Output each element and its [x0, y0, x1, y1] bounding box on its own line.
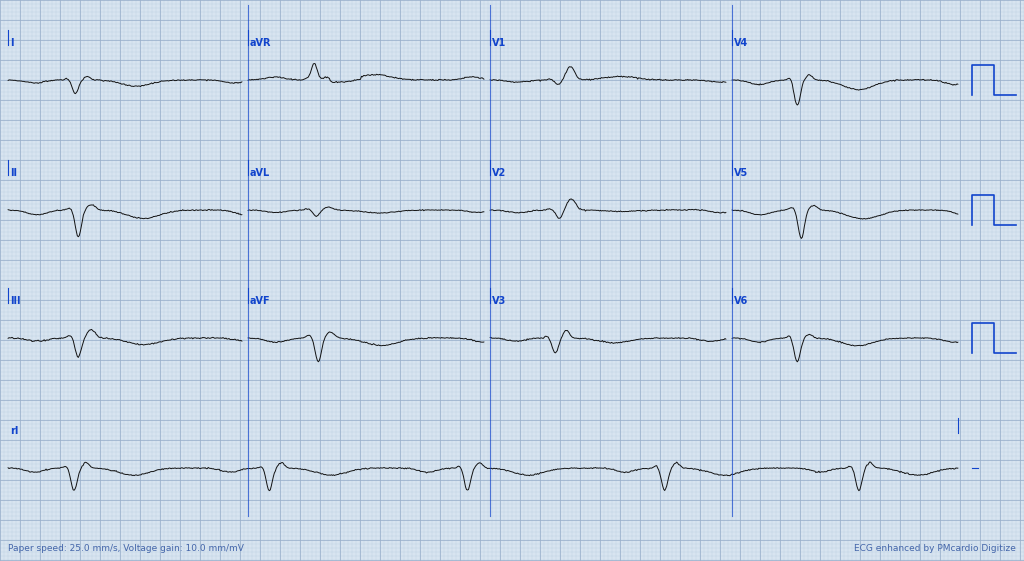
Text: aVR: aVR	[250, 38, 271, 48]
Text: aVL: aVL	[250, 168, 270, 178]
Text: V4: V4	[734, 38, 749, 48]
Text: III: III	[10, 296, 20, 306]
Text: V1: V1	[492, 38, 506, 48]
Text: rI: rI	[10, 426, 18, 436]
Text: V3: V3	[492, 296, 506, 306]
Text: ECG enhanced by PMcardio Digitize: ECG enhanced by PMcardio Digitize	[854, 544, 1016, 553]
Text: Paper speed: 25.0 mm/s, Voltage gain: 10.0 mm/mV: Paper speed: 25.0 mm/s, Voltage gain: 10…	[8, 544, 244, 553]
Text: aVF: aVF	[250, 296, 270, 306]
Text: V6: V6	[734, 296, 749, 306]
Text: V5: V5	[734, 168, 749, 178]
Text: II: II	[10, 168, 17, 178]
Text: I: I	[10, 38, 13, 48]
Text: V2: V2	[492, 168, 506, 178]
